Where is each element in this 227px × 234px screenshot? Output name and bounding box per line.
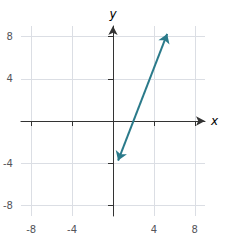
svg-text:x: x [210,114,219,128]
svg-text:-8: -8 [26,224,36,234]
svg-text:8: 8 [7,31,13,42]
svg-text:-4: -4 [3,158,13,169]
svg-text:-4: -4 [67,224,77,234]
svg-text:4: 4 [7,73,13,84]
svg-text:y: y [108,7,117,21]
svg-text:-8: -8 [3,200,13,211]
svg-text:8: 8 [192,224,198,234]
svg-text:4: 4 [151,224,157,234]
